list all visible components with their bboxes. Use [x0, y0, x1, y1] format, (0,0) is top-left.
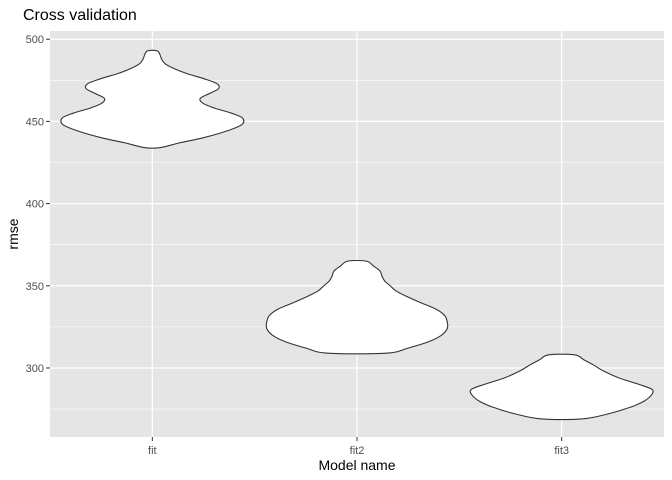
y-tick-label: 300	[26, 363, 44, 375]
y-tick-label: 500	[26, 34, 44, 46]
chart-title: Cross validation	[23, 7, 137, 24]
y-axis-label: rmse	[5, 218, 21, 249]
y-axis-ticks: 300 350 400 450 500	[26, 34, 50, 375]
violin-fit	[60, 49, 245, 149]
x-tick-label-fit2: fit2	[350, 445, 365, 457]
y-tick-label: 350	[26, 281, 44, 293]
x-tick-label-fit: fit	[148, 445, 157, 457]
violin-fit2	[265, 259, 449, 355]
y-tick-label: 450	[26, 116, 44, 128]
x-tick-label-fit3: fit3	[554, 445, 569, 457]
x-axis-ticks: fit fit2 fit3	[148, 437, 569, 457]
violins	[60, 49, 654, 421]
y-tick-label: 400	[26, 199, 44, 211]
violin-fit3	[469, 353, 654, 421]
x-axis-label: Model name	[318, 457, 395, 473]
